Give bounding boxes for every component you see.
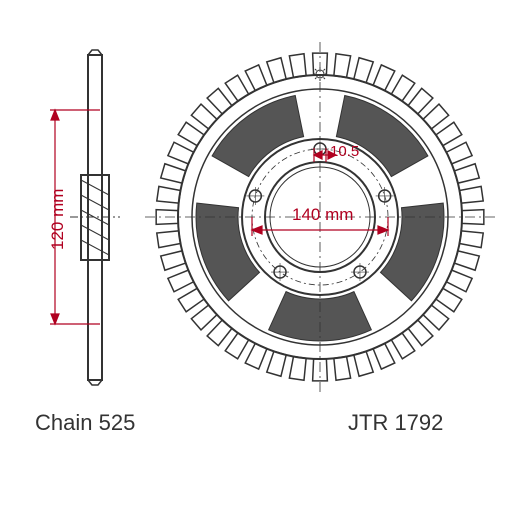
chain-spec-label: Chain 525	[35, 410, 135, 436]
dim-label-140: 140 mm	[292, 205, 353, 225]
dim-label-10-5: 10.5	[330, 143, 359, 160]
part-number-label: JTR 1792	[348, 410, 443, 436]
side-view	[70, 50, 120, 385]
dim-label-120: 120 mm	[48, 189, 68, 250]
